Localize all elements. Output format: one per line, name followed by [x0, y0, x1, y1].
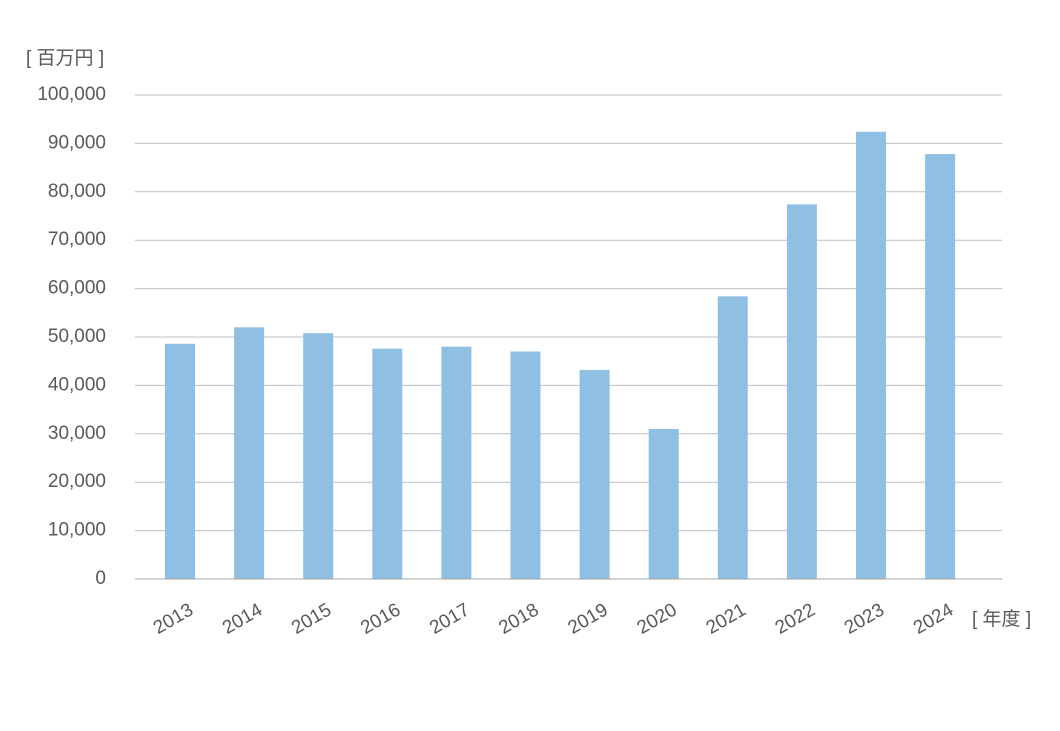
x-tick-label: 2016 [357, 599, 404, 638]
x-tick-label: 2023 [841, 599, 888, 638]
x-unit-label: [ 年度 ] [972, 608, 1031, 630]
x-tick-label: 2022 [772, 599, 819, 638]
bar [786, 204, 817, 579]
y-tick-label: 50,000 [48, 326, 106, 347]
bar [579, 369, 610, 579]
x-tick-label: 2018 [495, 599, 542, 638]
bar [856, 131, 886, 579]
x-tick-label: 2020 [634, 599, 681, 638]
bar [303, 333, 334, 579]
bar [372, 348, 403, 579]
bar [925, 154, 956, 579]
y-tick-label: 60,000 [48, 278, 106, 299]
y-tick-label: 20,000 [48, 471, 106, 492]
x-tick-label: 2015 [288, 599, 335, 638]
bar [441, 346, 472, 579]
bar [165, 343, 195, 579]
y-tick-label: 0 [95, 568, 106, 589]
bar [510, 351, 541, 579]
bar [717, 296, 748, 579]
y-tick-label: 70,000 [48, 229, 106, 250]
x-tick-label: 2021 [703, 599, 750, 638]
bar [234, 327, 265, 579]
y-tick-label: 30,000 [48, 423, 106, 444]
y-tick-label: 90,000 [48, 132, 106, 153]
x-tick-label: 2017 [426, 599, 473, 638]
y-unit-label: [ 百万円 ] [26, 48, 104, 69]
bar [648, 428, 679, 579]
x-tick-label: 2024 [910, 599, 957, 639]
x-tick-label: 2014 [219, 599, 266, 639]
x-tick-label: 2019 [564, 599, 611, 638]
x-tick-label: 2013 [150, 599, 197, 638]
y-tick-label: 80,000 [48, 181, 106, 202]
y-tick-label: 100,000 [37, 84, 106, 105]
y-tick-label: 40,000 [48, 374, 106, 395]
y-tick-label: 10,000 [48, 520, 106, 541]
